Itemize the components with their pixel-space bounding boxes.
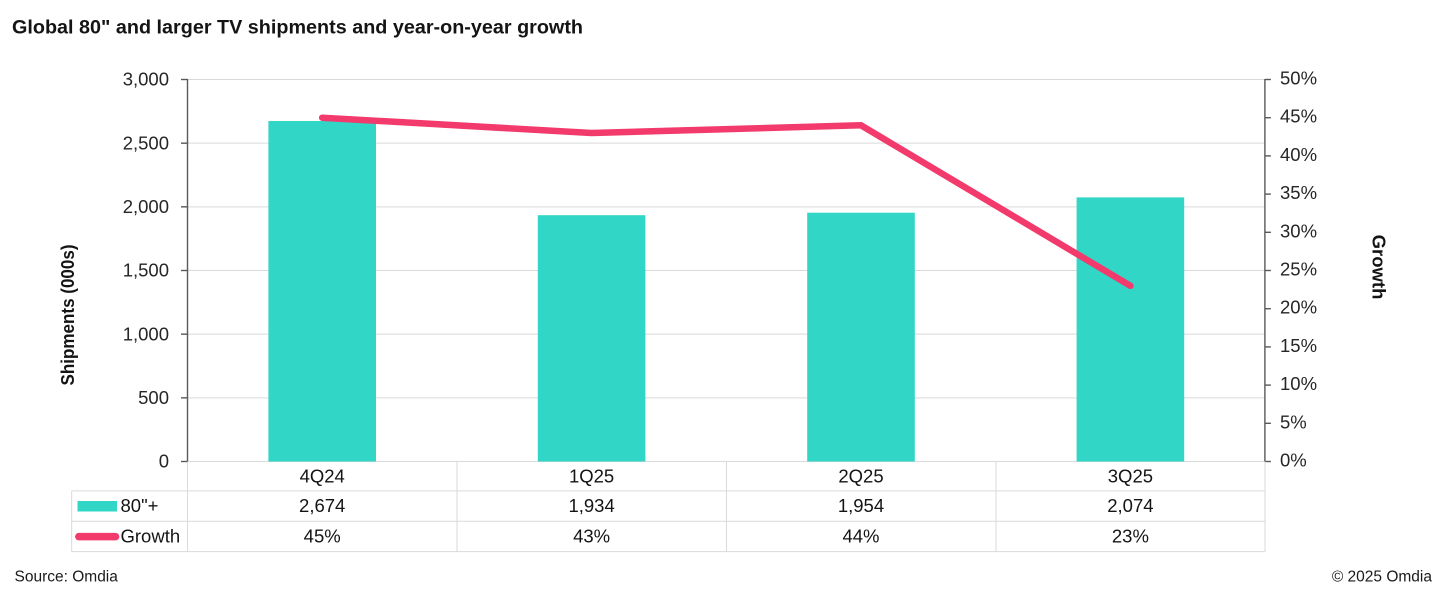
svg-text:0: 0 xyxy=(159,451,169,472)
svg-text:30%: 30% xyxy=(1280,220,1317,241)
svg-text:2,000: 2,000 xyxy=(123,196,169,217)
svg-text:35%: 35% xyxy=(1280,182,1317,203)
svg-text:25%: 25% xyxy=(1280,259,1317,280)
svg-text:2Q25: 2Q25 xyxy=(838,465,883,486)
svg-text:2,500: 2,500 xyxy=(123,132,169,153)
svg-text:1,000: 1,000 xyxy=(123,323,169,344)
svg-text:Growth: Growth xyxy=(121,526,181,547)
svg-text:44%: 44% xyxy=(842,526,879,547)
svg-text:5%: 5% xyxy=(1280,411,1307,432)
svg-text:15%: 15% xyxy=(1280,335,1317,356)
svg-text:© 2025 Omdia: © 2025 Omdia xyxy=(1332,569,1433,586)
svg-text:1,954: 1,954 xyxy=(838,495,884,516)
svg-text:45%: 45% xyxy=(304,526,341,547)
svg-text:Shipments (000s): Shipments (000s) xyxy=(57,245,78,386)
svg-text:80"+: 80"+ xyxy=(121,495,159,516)
svg-text:500: 500 xyxy=(138,387,169,408)
svg-text:4Q24: 4Q24 xyxy=(300,465,345,486)
svg-text:40%: 40% xyxy=(1280,144,1317,165)
svg-text:50%: 50% xyxy=(1280,68,1317,89)
svg-text:3Q25: 3Q25 xyxy=(1108,465,1153,486)
svg-text:20%: 20% xyxy=(1280,297,1317,318)
svg-text:2,074: 2,074 xyxy=(1107,495,1153,516)
svg-text:1,500: 1,500 xyxy=(123,260,169,281)
svg-text:1Q25: 1Q25 xyxy=(569,465,614,486)
svg-text:0%: 0% xyxy=(1280,450,1307,471)
svg-text:10%: 10% xyxy=(1280,373,1317,394)
svg-text:Global 80" and larger TV shipm: Global 80" and larger TV shipments and y… xyxy=(12,17,583,39)
svg-text:1,934: 1,934 xyxy=(568,495,614,516)
svg-text:3,000: 3,000 xyxy=(123,69,169,90)
svg-text:Source: Omdia: Source: Omdia xyxy=(15,569,119,586)
svg-text:Growth: Growth xyxy=(1369,235,1390,300)
svg-text:2,674: 2,674 xyxy=(299,495,345,516)
svg-text:23%: 23% xyxy=(1112,526,1149,547)
svg-text:45%: 45% xyxy=(1280,106,1317,127)
svg-text:43%: 43% xyxy=(573,526,610,547)
